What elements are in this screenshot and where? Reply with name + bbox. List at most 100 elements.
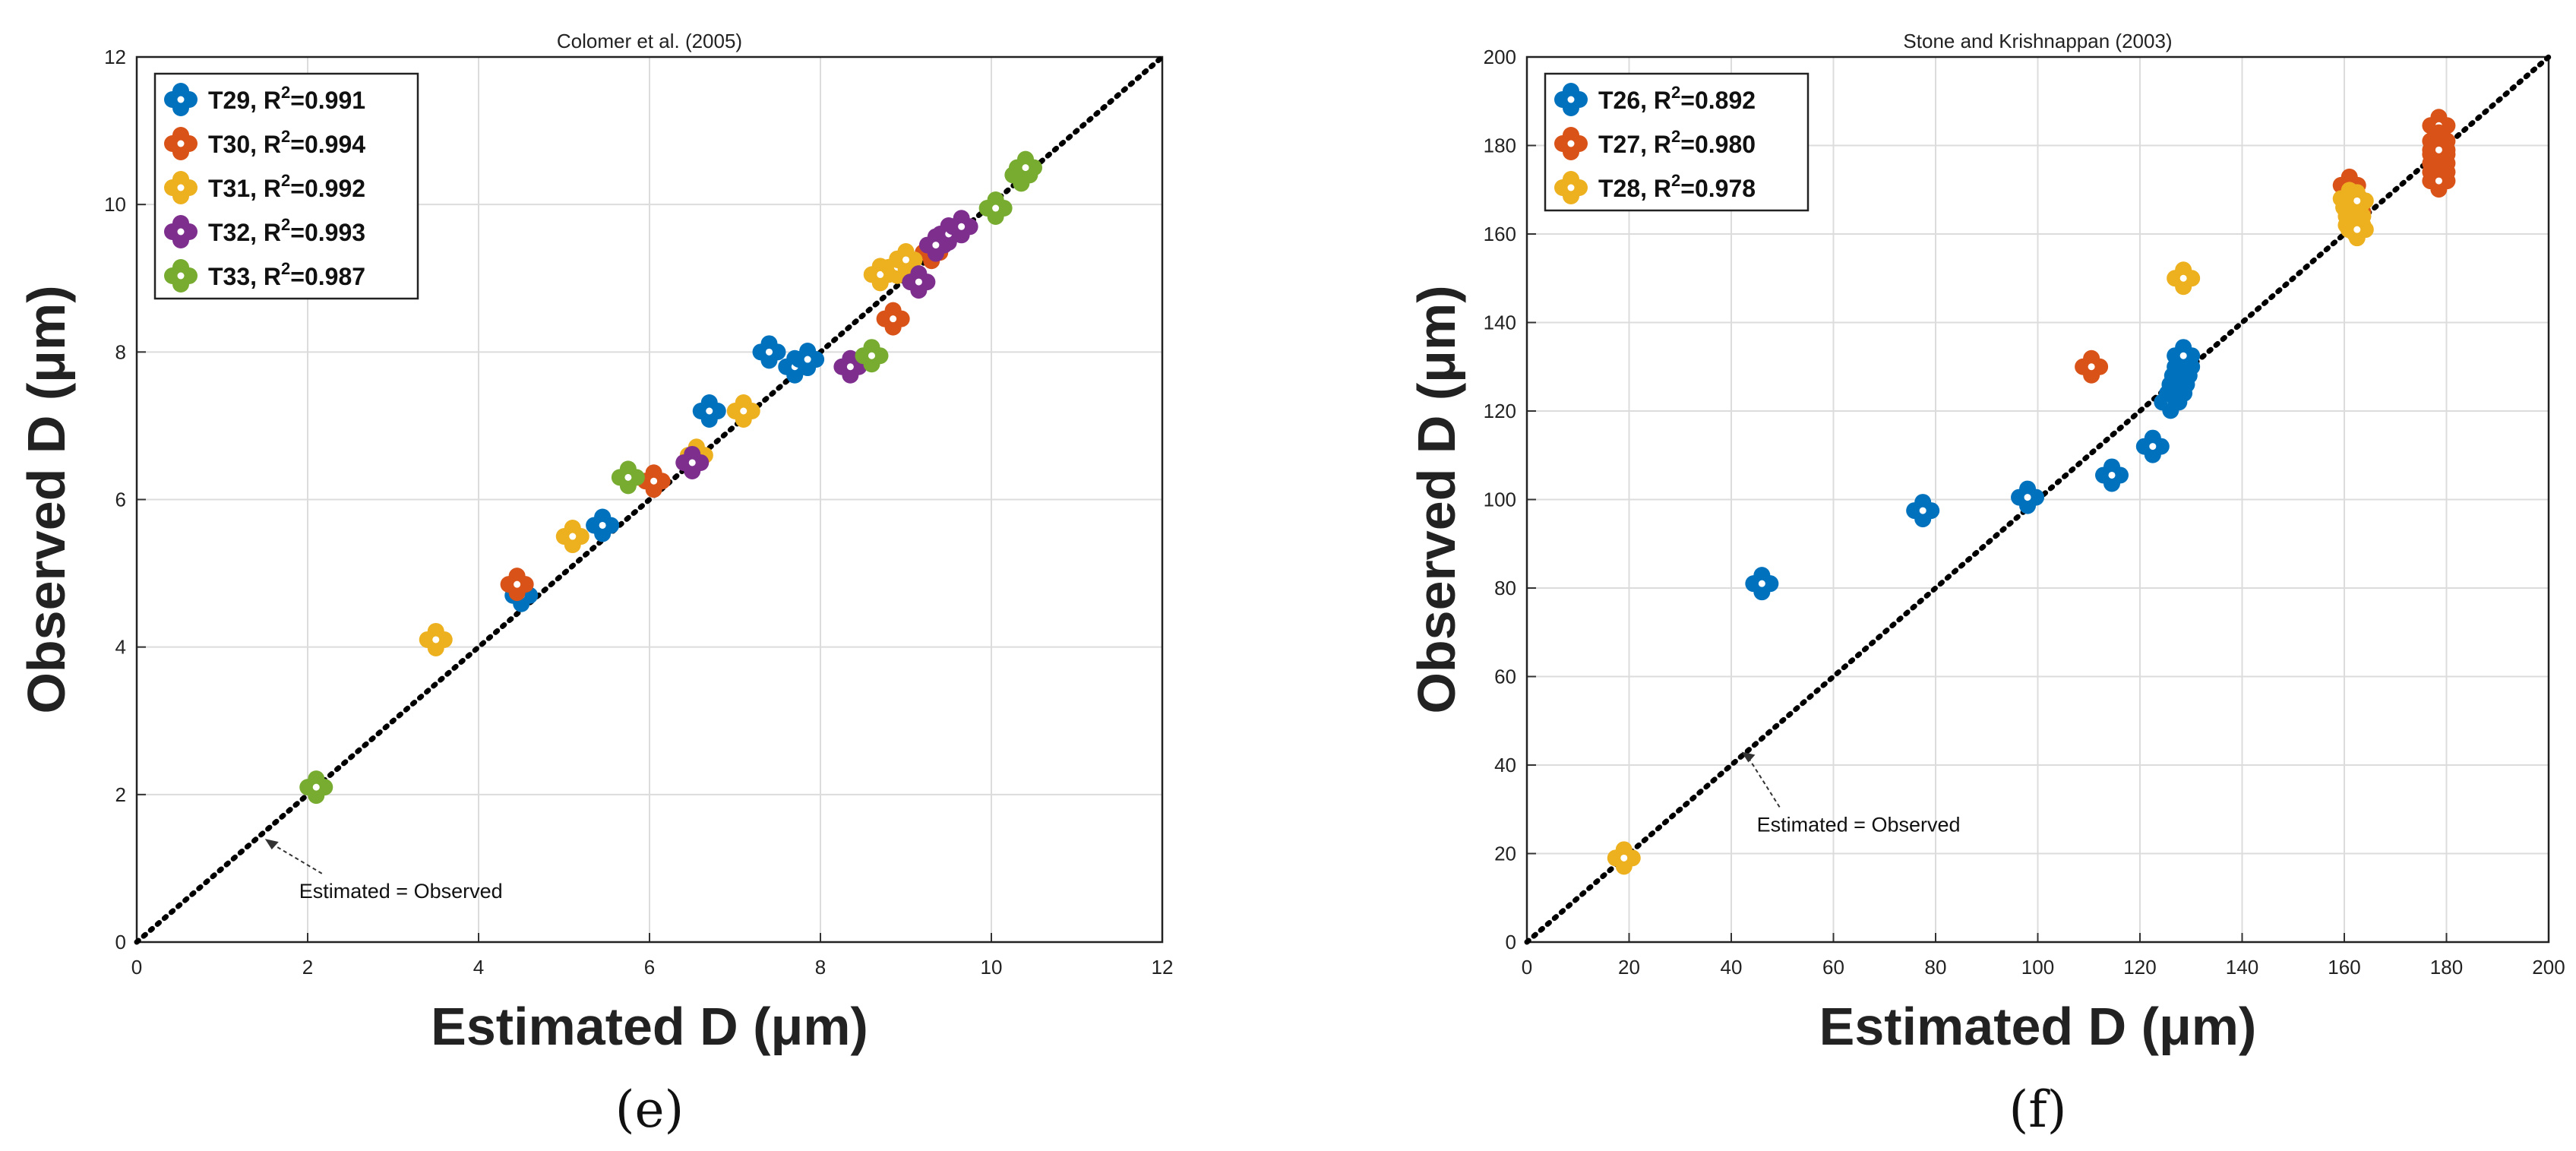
data-point-T26 xyxy=(1906,494,1940,528)
legend-marker xyxy=(164,127,198,160)
x-tick-label: 40 xyxy=(1721,956,1743,979)
data-point-T28 xyxy=(2340,184,2374,218)
y-tick-label: 80 xyxy=(1494,577,1516,599)
x-tick-label: 0 xyxy=(1522,956,1532,979)
y-tick-label: 100 xyxy=(1484,489,1516,511)
legend-item-T31: T31, R2=0.992 xyxy=(164,171,365,204)
x-tick-label: 180 xyxy=(2430,956,2463,979)
legend-label: T29, R2=0.991 xyxy=(208,83,365,114)
y-tick-label: 60 xyxy=(1494,666,1516,688)
data-point-T26 xyxy=(1745,567,1779,601)
legend-separator: , xyxy=(250,219,264,246)
data-point-T33 xyxy=(978,191,1013,226)
legend-r2-value: =0.987 xyxy=(290,263,365,290)
chart-title: Colomer et al. (2005) xyxy=(557,30,742,52)
data-point-T31 xyxy=(419,622,453,656)
x-tick-label: 200 xyxy=(2532,956,2565,979)
legend-label: T33, R2=0.987 xyxy=(208,259,365,290)
legend-marker xyxy=(164,171,198,204)
x-tick-label: 12 xyxy=(1152,956,1174,979)
legend-marker xyxy=(164,83,198,116)
data-point-T26 xyxy=(2135,429,2170,463)
legend-r2-value: =0.991 xyxy=(290,87,365,114)
y-tick-label: 2 xyxy=(115,783,126,806)
data-point-T26 xyxy=(2011,480,2045,514)
y-axis-label: Observed D (μm) xyxy=(17,285,76,713)
data-point-T30 xyxy=(637,464,671,498)
x-tick-label: 80 xyxy=(1925,956,1947,979)
annotation-arrow-head xyxy=(1741,751,1756,763)
y-tick-label: 160 xyxy=(1484,223,1516,245)
data-point-T29 xyxy=(791,343,825,377)
legend-box xyxy=(1544,72,1810,212)
data-point-T32 xyxy=(833,349,868,384)
legend-separator: , xyxy=(1640,87,1654,114)
panel-f: 0 20 40 60 80 100 120 140 160 180 200 0 20 40 60 80 100 1… xyxy=(1407,30,2565,1139)
legend-r-exponent: 2 xyxy=(1671,83,1680,102)
x-axis-label: Estimated D (μm) xyxy=(1819,997,2257,1056)
data-point-T33 xyxy=(855,339,889,373)
legend-series-name: T33 xyxy=(208,263,250,290)
data-point-T32 xyxy=(902,265,936,299)
y-tick-label: 40 xyxy=(1494,754,1516,776)
legend-item-T26: T26, R2=0.892 xyxy=(1554,83,1756,116)
x-tick-label: 160 xyxy=(2328,956,2360,979)
series-T33 xyxy=(299,150,1042,805)
data-point-T33 xyxy=(611,460,645,495)
x-tick-label: 8 xyxy=(815,956,826,979)
chart-title: Stone and Krishnappan (2003) xyxy=(1903,30,2172,52)
legend-label: T27, R2=0.980 xyxy=(1598,127,1756,158)
legend-marker xyxy=(1554,127,1588,160)
legend-series-name: T26 xyxy=(1598,87,1640,114)
legend-r2-value: =0.892 xyxy=(1680,87,1756,114)
legend-separator: , xyxy=(1640,131,1654,158)
legend-marker xyxy=(1554,171,1588,204)
x-tick-label: 100 xyxy=(2021,956,2054,979)
y-axis-label: Observed D (μm) xyxy=(1407,285,1466,713)
panel-e: 0 2 4 6 8 10 12 0 2 4 6 8 10 12 Colomer et al. (2005) E… xyxy=(17,30,1173,1139)
data-point-T28 xyxy=(2340,213,2374,247)
y-tick-label: 12 xyxy=(104,46,126,68)
data-point-T29 xyxy=(586,508,620,542)
legend-series-name: T29 xyxy=(208,87,250,114)
data-point-T30 xyxy=(500,568,534,602)
data-point-T28 xyxy=(2167,261,2201,296)
y-tick-label: 0 xyxy=(115,931,126,953)
data-point-T27 xyxy=(2075,349,2109,384)
legend-label: T30, R2=0.994 xyxy=(208,127,365,158)
data-point-T26 xyxy=(2167,339,2201,373)
legend-item-T30: T30, R2=0.994 xyxy=(164,127,365,160)
data-point-T27 xyxy=(2422,133,2456,167)
data-point-T31 xyxy=(555,520,589,554)
data-point-T31 xyxy=(889,242,923,277)
data-point-T29 xyxy=(692,394,726,428)
legend-item-T29: T29, R2=0.991 xyxy=(164,83,365,116)
legend-series-name: T31 xyxy=(208,175,250,202)
legend-label: T26, R2=0.892 xyxy=(1598,83,1756,114)
axes-box xyxy=(1525,55,2550,944)
legend-label: T31, R2=0.992 xyxy=(208,171,365,202)
legend-series-name: T27 xyxy=(1598,131,1640,158)
legend-separator: , xyxy=(250,263,264,290)
legend-r-label: R xyxy=(1654,131,1671,158)
data-point-T30 xyxy=(876,302,910,336)
legend-r-exponent: 2 xyxy=(281,215,290,234)
data-point-T32 xyxy=(944,210,978,244)
series-T28 xyxy=(1607,182,2374,875)
legend-marker xyxy=(1554,83,1588,116)
legend-label: T32, R2=0.993 xyxy=(208,215,365,246)
legend-box xyxy=(153,72,419,300)
x-tick-label: 4 xyxy=(473,956,484,979)
legend-series-name: T28 xyxy=(1598,175,1640,202)
y-tick-label: 20 xyxy=(1494,843,1516,865)
y-tick-label: 8 xyxy=(115,340,126,363)
y-tick-label: 6 xyxy=(115,489,126,511)
data-point-T32 xyxy=(675,445,710,479)
x-tick-label: 120 xyxy=(2123,956,2156,979)
legend-series-name: T30 xyxy=(208,131,250,158)
y-tick-label: 10 xyxy=(104,193,126,216)
annotation-arrow-line xyxy=(270,843,323,874)
